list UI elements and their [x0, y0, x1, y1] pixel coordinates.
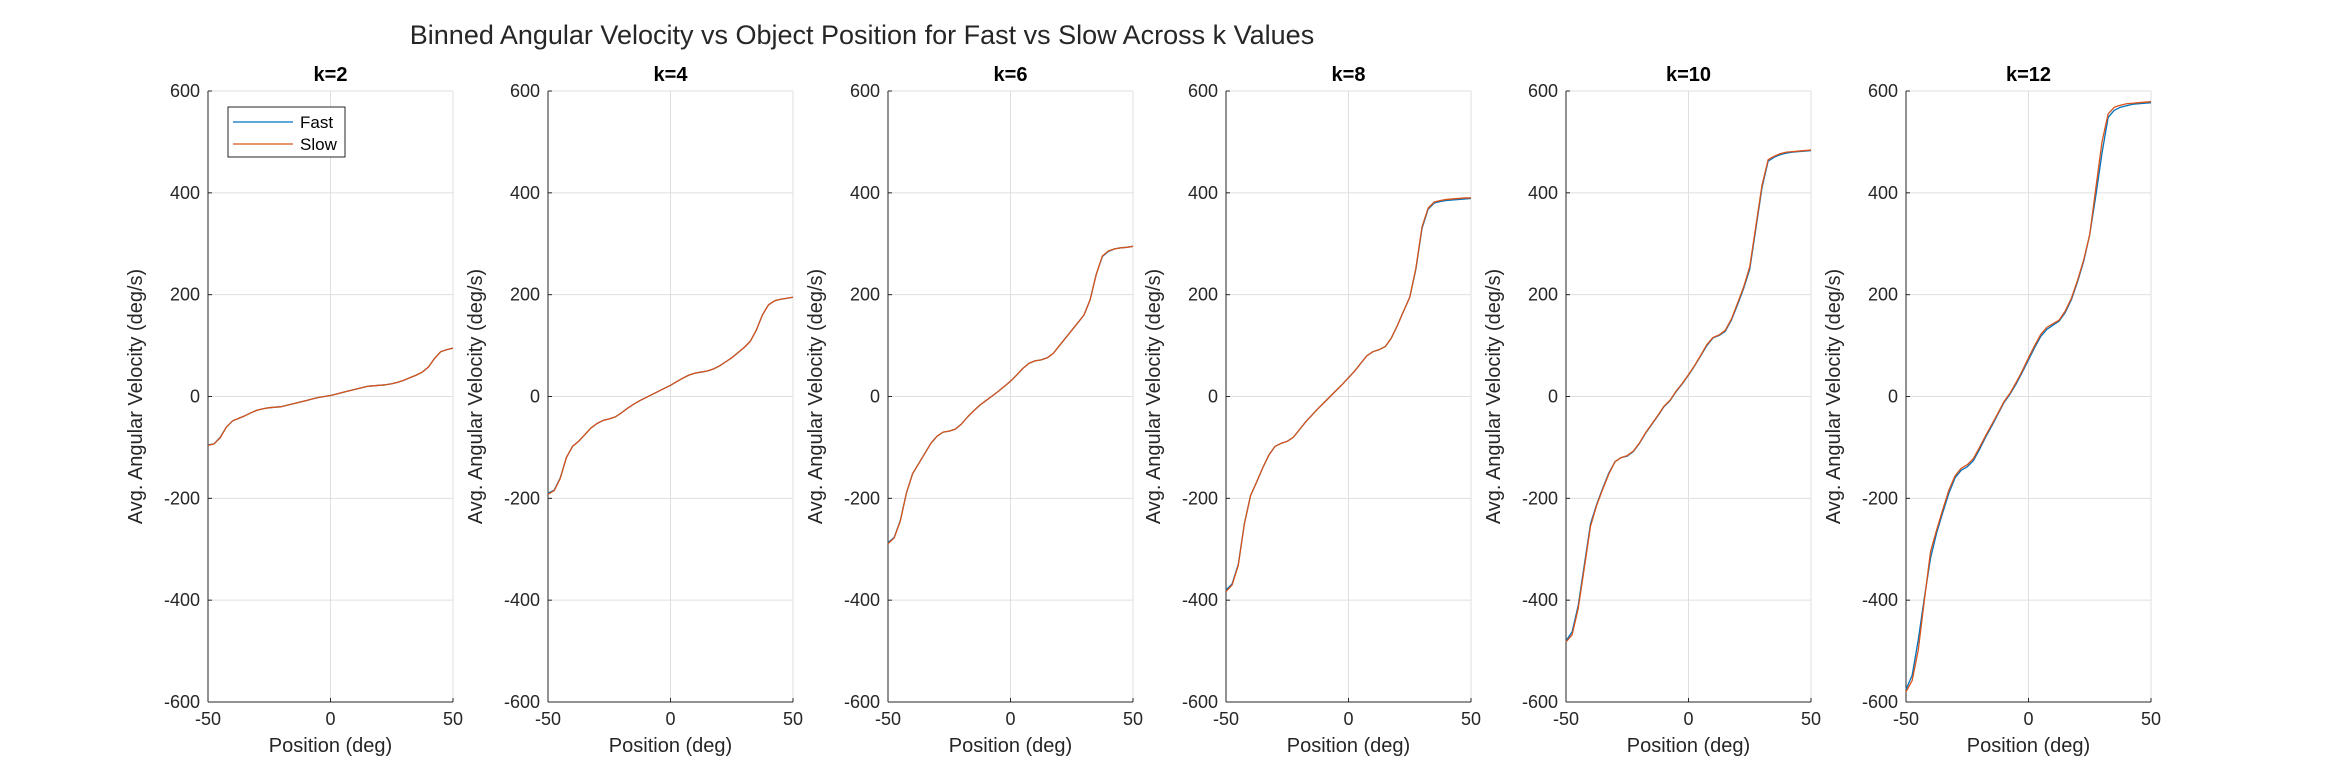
x-tick-label: 0	[665, 709, 675, 729]
subplot-title: k=10	[1666, 64, 1711, 86]
subplot-title: k=6	[994, 64, 1028, 86]
x-tick-label: 0	[2023, 709, 2033, 729]
y-tick-label: -600	[1862, 692, 1898, 712]
y-tick-label: -400	[504, 590, 540, 610]
series-line-slow	[1225, 197, 1471, 592]
y-tick-label: 400	[1868, 183, 1898, 203]
subplot-title: k=2	[314, 64, 348, 86]
x-axis-label: Position (deg)	[609, 735, 732, 757]
x-tick-label: 50	[1123, 709, 1143, 729]
x-tick-label: -50	[1893, 709, 1919, 729]
y-tick-label: -200	[164, 488, 200, 508]
y-tick-label: -200	[1182, 488, 1218, 508]
y-tick-label: -400	[164, 590, 200, 610]
subplot-title: k=12	[2006, 64, 2051, 86]
y-tick-label: -600	[504, 692, 540, 712]
y-tick-label: -600	[1182, 692, 1218, 712]
x-axis-label: Position (deg)	[949, 735, 1072, 757]
subplot-k-4: -600 -400 -200 0 200 400 600 -50 0 50 k=4 Position …	[465, 64, 803, 757]
x-tick-label: 50	[783, 709, 803, 729]
y-tick-label: 200	[1528, 285, 1558, 305]
x-tick-label: -50	[195, 709, 221, 729]
y-tick-label: -600	[844, 692, 880, 712]
subplot-k-6: -600 -400 -200 0 200 400 600 -50 0 50 k=6 Position …	[805, 64, 1143, 757]
x-tick-label: 50	[1801, 709, 1821, 729]
series-line-slow	[207, 347, 454, 447]
y-tick-label: -200	[504, 488, 540, 508]
y-tick-label: 400	[170, 183, 200, 203]
y-tick-label: 200	[170, 285, 200, 305]
subplot-k-2: -600 -400 -200 0 200 400 600 -50 0 50 k=2 Position …	[125, 64, 463, 757]
legend-label-slow: Slow	[300, 135, 338, 154]
x-tick-label: 0	[325, 709, 335, 729]
y-tick-label: 200	[510, 285, 540, 305]
x-tick-label: -50	[875, 709, 901, 729]
y-tick-label: -200	[1522, 488, 1558, 508]
y-tick-label: 0	[870, 387, 880, 407]
y-tick-label: 600	[1528, 81, 1558, 101]
subplot-k-12: -600 -400 -200 0 200 400 600 -50 0 50 k=12 Position…	[1823, 64, 2161, 757]
y-axis-label: Avg. Angular Velocity (deg/s)	[1823, 269, 1845, 524]
y-tick-label: -400	[844, 590, 880, 610]
y-axis-label: Avg. Angular Velocity (deg/s)	[125, 269, 147, 524]
x-tick-label: 0	[1005, 709, 1015, 729]
y-tick-label: -200	[1862, 488, 1898, 508]
series-line-slow	[1565, 149, 1812, 643]
x-tick-label: 0	[1343, 709, 1353, 729]
x-tick-label: 0	[1683, 709, 1693, 729]
y-tick-label: 200	[1868, 285, 1898, 305]
legend-label-fast: Fast	[300, 113, 333, 132]
y-tick-label: 0	[530, 387, 540, 407]
subplot-title: k=4	[654, 64, 689, 86]
series-line-slow	[887, 245, 1134, 545]
figure-title: Binned Angular Velocity vs Object Positi…	[410, 20, 1314, 50]
subplot-k-8: -600 -400 -200 0 200 400 600 -50 0 50 k=8 Position …	[1143, 64, 1481, 757]
y-tick-label: 600	[850, 81, 880, 101]
series-line-slow	[1905, 101, 2152, 693]
y-axis-label: Avg. Angular Velocity (deg/s)	[1483, 269, 1505, 524]
y-tick-label: -400	[1862, 590, 1898, 610]
y-tick-label: 400	[1188, 183, 1218, 203]
y-tick-label: 600	[170, 81, 200, 101]
legend-box	[227, 106, 346, 158]
y-tick-label: 200	[1188, 285, 1218, 305]
y-axis-label: Avg. Angular Velocity (deg/s)	[465, 269, 487, 524]
y-tick-label: 600	[510, 81, 540, 101]
y-tick-label: -600	[164, 692, 200, 712]
y-tick-label: 600	[1868, 81, 1898, 101]
series-line-slow	[547, 296, 794, 495]
y-tick-label: 0	[1208, 387, 1218, 407]
x-axis-label: Position (deg)	[1627, 735, 1750, 757]
y-tick-label: 400	[850, 183, 880, 203]
y-axis-label: Avg. Angular Velocity (deg/s)	[1143, 269, 1165, 524]
y-axis-label: Avg. Angular Velocity (deg/s)	[805, 269, 827, 524]
y-tick-label: 0	[1548, 387, 1558, 407]
y-tick-label: 400	[510, 183, 540, 203]
panels-container: -600 -400 -200 0 200 400 600 -50 0 50 k=2 Position …	[125, 64, 2161, 757]
x-tick-label: -50	[1213, 709, 1239, 729]
x-axis-label: Position (deg)	[1287, 735, 1410, 757]
y-tick-label: 600	[1188, 81, 1218, 101]
x-tick-label: 50	[1461, 709, 1481, 729]
y-tick-label: -400	[1182, 590, 1218, 610]
subplot-title: k=8	[1332, 64, 1366, 86]
x-tick-label: 50	[443, 709, 463, 729]
y-tick-label: 200	[850, 285, 880, 305]
x-axis-label: Position (deg)	[1967, 735, 2090, 757]
x-tick-label: 50	[2141, 709, 2161, 729]
y-tick-label: -400	[1522, 590, 1558, 610]
y-tick-label: 400	[1528, 183, 1558, 203]
x-tick-label: -50	[535, 709, 561, 729]
y-tick-label: 0	[190, 387, 200, 407]
y-tick-label: -600	[1522, 692, 1558, 712]
legend: Fast Slow	[227, 106, 346, 158]
subplot-k-10: -600 -400 -200 0 200 400 600 -50 0 50 k=10 Position…	[1483, 64, 1821, 757]
x-tick-label: -50	[1553, 709, 1579, 729]
series-line-fast	[1905, 102, 2152, 690]
y-tick-label: -200	[844, 488, 880, 508]
x-axis-label: Position (deg)	[269, 735, 392, 757]
y-tick-label: 0	[1888, 387, 1898, 407]
